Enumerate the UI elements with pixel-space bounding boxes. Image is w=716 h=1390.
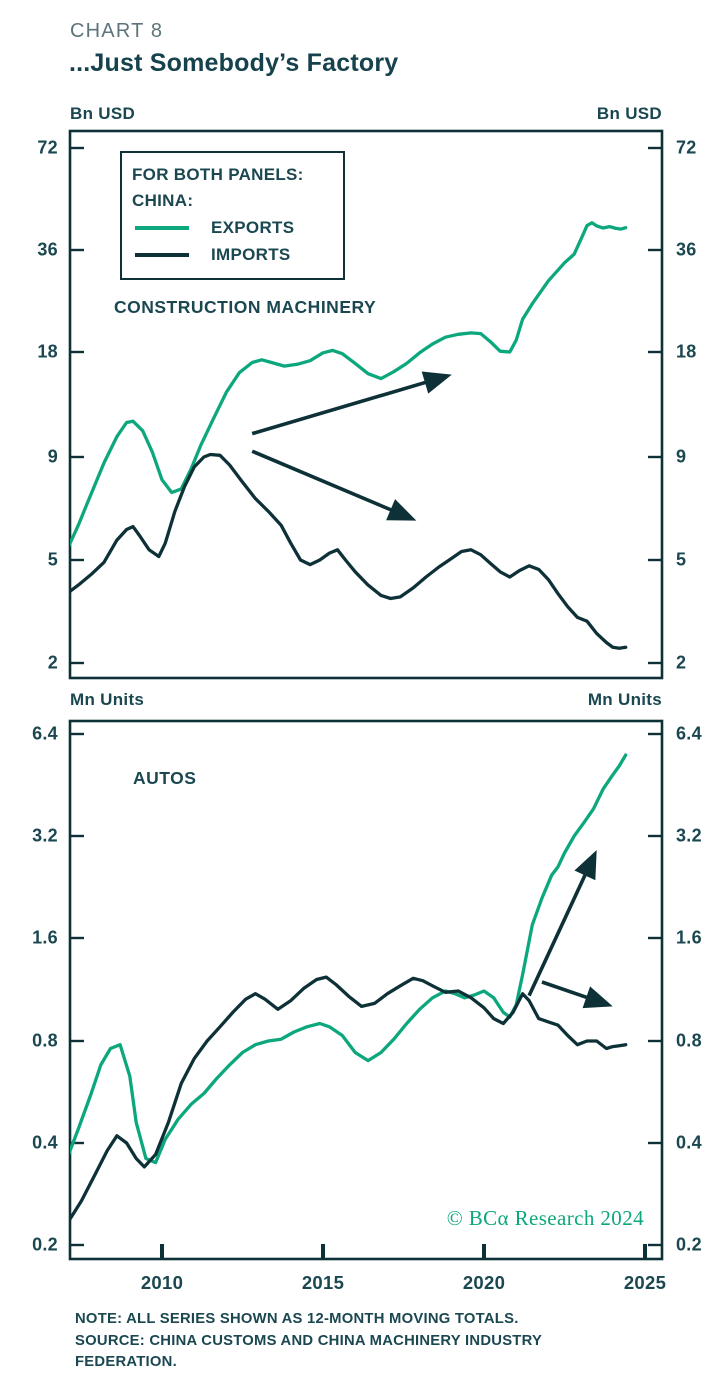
top-y-axis-label-right: 72: [676, 137, 697, 158]
bottom-y-axis-label-left: 0.2: [32, 1234, 58, 1255]
trend-arrow-head: [421, 371, 452, 394]
trend-arrow-shaft: [251, 379, 430, 436]
top-y-axis-label-left: 2: [47, 652, 58, 673]
bottom-y-axis-label-right: 0.4: [676, 1132, 702, 1153]
legend-imports-label: IMPORTS: [211, 244, 291, 264]
trend-arrow-head: [386, 499, 417, 521]
top-panel-border: [68, 129, 664, 680]
trend-arrow-shaft: [527, 870, 589, 997]
trend-arrow-head: [574, 849, 597, 881]
note-source-block: NOTE: ALL SERIES SHOWN AS 12-MONTH MOVIN…: [75, 1309, 660, 1374]
bottom-y-axis-label-right: 0.2: [676, 1234, 702, 1255]
top-y-axis-label-left: 36: [37, 239, 58, 260]
top-y-axis-label-left: 18: [37, 341, 58, 362]
legend-title-line2: CHINA:: [132, 191, 194, 210]
x-axis-year-label: 2015: [301, 1272, 345, 1293]
bottom-y-axis-label-right: 0.8: [676, 1030, 702, 1051]
top-imports-line: [70, 452, 628, 650]
bottom-y-axis-label-right: 3.2: [676, 825, 702, 846]
top-y-axis-label-left: 72: [37, 137, 58, 158]
bottom-panel-unit-left: Mn Units: [70, 690, 145, 709]
note-line: NOTE: ALL SERIES SHOWN AS 12-MONTH MOVIN…: [75, 1311, 519, 1327]
trend-arrow-head: [582, 986, 613, 1009]
x-axis-year-label: 2010: [140, 1272, 184, 1293]
exports-line-swatch: [135, 225, 189, 230]
x-axis-year-label: 2025: [623, 1272, 667, 1293]
legend-entry-imports: IMPORTS: [132, 241, 333, 268]
top-panel-unit-right: Bn USD: [596, 104, 662, 123]
top-panel-unit-left: Bn USD: [70, 104, 136, 123]
trend-arrow-shaft: [251, 449, 395, 513]
bottom-y-axis-label-right: 6.4: [676, 723, 702, 744]
top-y-axis-label-right: 36: [676, 239, 697, 260]
top-y-axis-label-right: 18: [676, 341, 697, 362]
legend-box: FOR BOTH PANELS: CHINA: EXPORTS IMPORTS: [120, 151, 345, 280]
top-y-axis-label-right: 5: [676, 549, 687, 570]
legend-title-line1: FOR BOTH PANELS:: [132, 165, 304, 184]
chart-number-eyebrow: CHART 8: [70, 20, 164, 42]
legend-entry-exports: EXPORTS: [132, 214, 333, 241]
top-y-axis-label-right: 9: [676, 446, 687, 467]
trend-arrow-shaft: [541, 980, 591, 1001]
note-line: FEDERATION.: [75, 1354, 177, 1370]
bottom-imports-line: [70, 975, 628, 1223]
note-line: SOURCE: CHINA CUSTOMS AND CHINA MACHINER…: [75, 1332, 543, 1349]
bottom-y-axis-label-left: 6.4: [32, 723, 58, 744]
bottom-panel-unit-right: Mn Units: [587, 690, 662, 709]
bottom-y-axis-label-left: 0.8: [32, 1030, 58, 1051]
brand-watermark: © BCα Research 2024: [446, 1206, 644, 1230]
top-panel-title: CONSTRUCTION MACHINERY: [114, 297, 377, 317]
page-title: ...Just Somebody’s Factory: [69, 49, 399, 77]
imports-line-swatch: [135, 252, 189, 257]
legend-exports-label: EXPORTS: [211, 217, 295, 237]
bottom-y-axis-label-right: 1.6: [676, 927, 702, 948]
bottom-panel-border: [68, 719, 664, 1261]
top-y-axis-label-left: 9: [47, 446, 58, 467]
bottom-y-axis-label-left: 1.6: [32, 927, 58, 948]
bottom-exports-line: [70, 753, 628, 1165]
bottom-y-axis-label-left: 3.2: [32, 825, 58, 846]
bottom-panel-title: AUTOS: [133, 768, 197, 788]
bottom-y-axis-label-left: 0.4: [32, 1132, 58, 1153]
top-y-axis-label-left: 5: [47, 549, 58, 570]
x-axis-year-label: 2020: [462, 1272, 506, 1293]
top-y-axis-label-right: 2: [676, 652, 687, 673]
top-exports-line: [70, 221, 628, 548]
